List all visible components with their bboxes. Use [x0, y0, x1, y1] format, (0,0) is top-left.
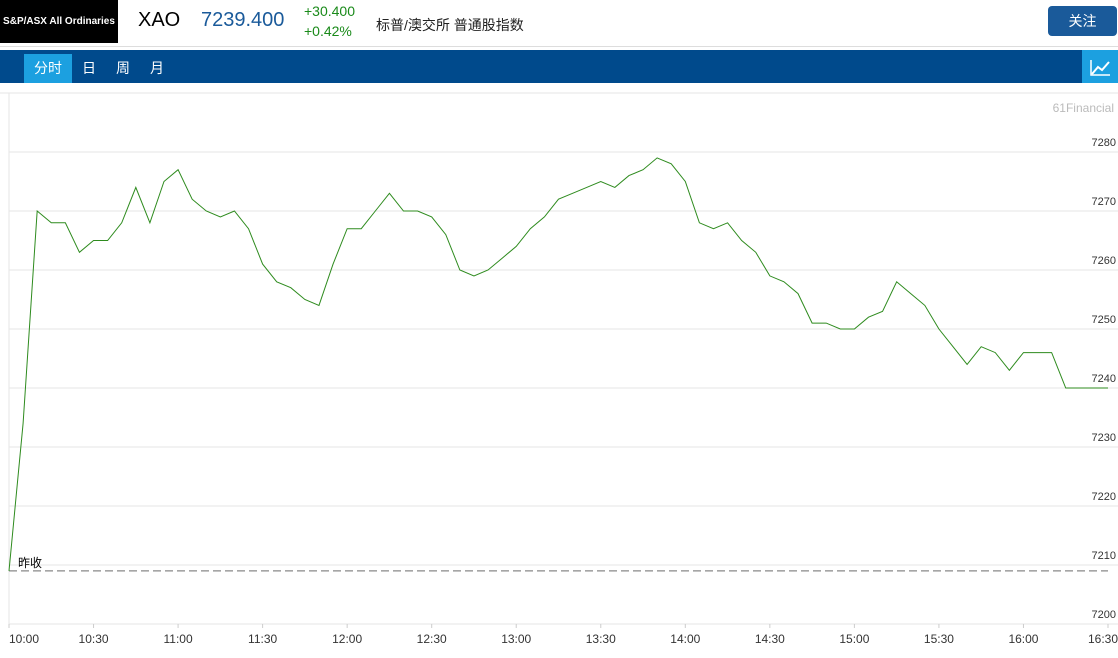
- x-tick-label: 15:00: [839, 632, 869, 646]
- y-tick-label: 7250: [1092, 314, 1116, 326]
- y-tick-label: 7220: [1092, 491, 1116, 503]
- y-tick-label: 7200: [1092, 609, 1116, 621]
- x-tick-label: 12:00: [332, 632, 362, 646]
- x-tick-label: 14:30: [755, 632, 785, 646]
- x-tick-label: 11:30: [248, 632, 277, 646]
- prev-close-label: 昨收: [18, 556, 42, 570]
- tab[interactable]: 月: [150, 60, 164, 76]
- logo: S&P/ASX All Ordinaries: [0, 0, 118, 43]
- x-tick-label: 13:00: [501, 632, 531, 646]
- tab[interactable]: 周: [116, 60, 130, 76]
- y-tick-label: 7280: [1092, 137, 1116, 149]
- symbol: XAO: [138, 9, 181, 31]
- y-tick-label: 7210: [1092, 550, 1116, 562]
- header: S&P/ASX All Ordinaries XAO 7239.400 +30.…: [0, 0, 1118, 47]
- tab[interactable]: 日: [82, 60, 96, 76]
- x-tick-label: 15:30: [924, 632, 954, 646]
- icon-graphic: [1090, 60, 1110, 76]
- price-line: [8, 157, 1108, 571]
- x-tick-label: 11:00: [164, 632, 193, 646]
- y-tick-label: 7230: [1092, 432, 1116, 444]
- y-tick-label: 7270: [1092, 196, 1116, 208]
- tab-bar: 分时 日 周 月: [0, 50, 1118, 83]
- x-tick-label: 10:30: [79, 632, 109, 646]
- price: 7239.400: [201, 9, 285, 31]
- follow-button[interactable]: 关注: [1048, 6, 1117, 36]
- y-tick-label: 7260: [1092, 255, 1116, 267]
- x-tick-label: 10:00: [9, 632, 39, 646]
- x-tick-label: 16:30: [1088, 632, 1118, 646]
- tab[interactable]: 分时: [24, 54, 72, 83]
- x-tick-label: 14:00: [670, 632, 700, 646]
- x-tick-label: 13:30: [586, 632, 616, 646]
- index-name: 标普/澳交所 普通股指数: [376, 17, 524, 33]
- y-tick-label: 7240: [1092, 373, 1116, 385]
- x-tick-label: 16:00: [1008, 632, 1038, 646]
- change-pct: +0.42%: [304, 23, 352, 39]
- watermark: 61Financial: [1053, 101, 1114, 115]
- change: +30.400: [304, 3, 355, 19]
- chart-icon[interactable]: [1082, 50, 1118, 83]
- x-tick-label: 12:30: [417, 632, 447, 646]
